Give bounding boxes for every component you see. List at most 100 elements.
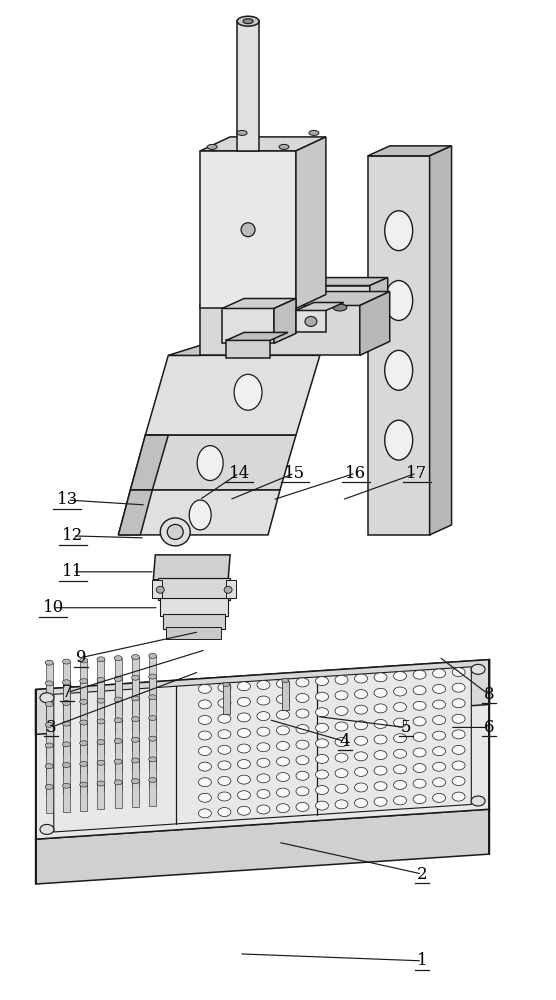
Ellipse shape <box>40 693 54 703</box>
Text: 8: 8 <box>483 686 494 703</box>
Ellipse shape <box>335 753 348 762</box>
Ellipse shape <box>355 674 368 683</box>
Ellipse shape <box>413 795 426 804</box>
Ellipse shape <box>114 697 122 702</box>
Bar <box>46 663 53 701</box>
Text: 11: 11 <box>62 563 83 580</box>
Ellipse shape <box>433 793 445 802</box>
Ellipse shape <box>276 757 290 766</box>
Text: 4: 4 <box>339 733 350 750</box>
Ellipse shape <box>207 144 217 149</box>
Bar <box>63 724 70 756</box>
Ellipse shape <box>62 659 71 664</box>
Ellipse shape <box>237 806 250 815</box>
Ellipse shape <box>385 420 413 460</box>
Ellipse shape <box>40 824 54 834</box>
Polygon shape <box>200 137 326 151</box>
Ellipse shape <box>97 760 105 765</box>
Ellipse shape <box>315 754 329 763</box>
Bar <box>237 21 259 151</box>
Ellipse shape <box>114 656 122 661</box>
Ellipse shape <box>237 682 250 691</box>
Ellipse shape <box>394 765 406 774</box>
Ellipse shape <box>452 668 465 677</box>
Ellipse shape <box>276 773 290 782</box>
Ellipse shape <box>452 745 465 754</box>
Ellipse shape <box>452 777 465 786</box>
Text: 6: 6 <box>484 719 494 736</box>
Polygon shape <box>226 332 288 340</box>
Text: 3: 3 <box>45 719 56 736</box>
Ellipse shape <box>374 673 387 682</box>
Ellipse shape <box>218 714 231 723</box>
Bar <box>296 310 326 332</box>
Ellipse shape <box>433 762 445 771</box>
Ellipse shape <box>413 670 426 679</box>
Ellipse shape <box>45 681 53 686</box>
Ellipse shape <box>148 653 157 658</box>
Ellipse shape <box>296 678 309 687</box>
Ellipse shape <box>97 677 105 682</box>
Ellipse shape <box>131 779 140 784</box>
Ellipse shape <box>45 784 53 789</box>
Ellipse shape <box>315 801 329 810</box>
Ellipse shape <box>374 766 387 775</box>
Ellipse shape <box>276 741 290 750</box>
Ellipse shape <box>237 791 250 800</box>
Ellipse shape <box>160 518 190 546</box>
Ellipse shape <box>296 693 309 702</box>
Ellipse shape <box>296 771 309 780</box>
Ellipse shape <box>237 775 250 784</box>
Polygon shape <box>36 809 489 884</box>
Ellipse shape <box>385 281 413 320</box>
Bar <box>115 658 122 696</box>
Polygon shape <box>36 660 489 839</box>
Polygon shape <box>200 305 360 355</box>
Ellipse shape <box>97 698 105 703</box>
Ellipse shape <box>80 720 88 725</box>
Ellipse shape <box>237 713 250 722</box>
Ellipse shape <box>374 751 387 760</box>
Bar <box>132 740 139 770</box>
Bar <box>63 744 70 774</box>
Ellipse shape <box>413 701 426 710</box>
Ellipse shape <box>433 669 445 678</box>
Polygon shape <box>296 137 326 308</box>
Ellipse shape <box>198 700 211 709</box>
Bar <box>226 340 270 358</box>
Ellipse shape <box>471 796 485 806</box>
Ellipse shape <box>114 738 122 743</box>
Polygon shape <box>360 292 390 355</box>
Bar <box>46 766 53 794</box>
Bar <box>132 760 139 788</box>
Bar <box>63 703 70 737</box>
Ellipse shape <box>148 715 157 720</box>
Ellipse shape <box>45 764 53 769</box>
Ellipse shape <box>413 717 426 726</box>
Text: 12: 12 <box>62 527 83 544</box>
Ellipse shape <box>471 664 485 674</box>
Ellipse shape <box>315 723 329 732</box>
Ellipse shape <box>413 764 426 773</box>
Bar <box>132 719 139 751</box>
Bar <box>115 720 122 752</box>
Polygon shape <box>130 435 296 490</box>
Ellipse shape <box>198 715 211 724</box>
Ellipse shape <box>97 740 105 745</box>
Text: 14: 14 <box>229 465 250 482</box>
Ellipse shape <box>452 730 465 739</box>
Ellipse shape <box>413 686 426 695</box>
Polygon shape <box>368 146 451 156</box>
Ellipse shape <box>114 676 122 681</box>
Ellipse shape <box>198 778 211 787</box>
Ellipse shape <box>355 721 368 730</box>
Ellipse shape <box>335 691 348 700</box>
Ellipse shape <box>148 674 157 679</box>
Ellipse shape <box>148 695 157 700</box>
Ellipse shape <box>276 710 290 719</box>
Ellipse shape <box>224 586 232 593</box>
Ellipse shape <box>433 700 445 709</box>
Ellipse shape <box>374 735 387 744</box>
Ellipse shape <box>374 704 387 713</box>
Bar <box>80 660 87 698</box>
